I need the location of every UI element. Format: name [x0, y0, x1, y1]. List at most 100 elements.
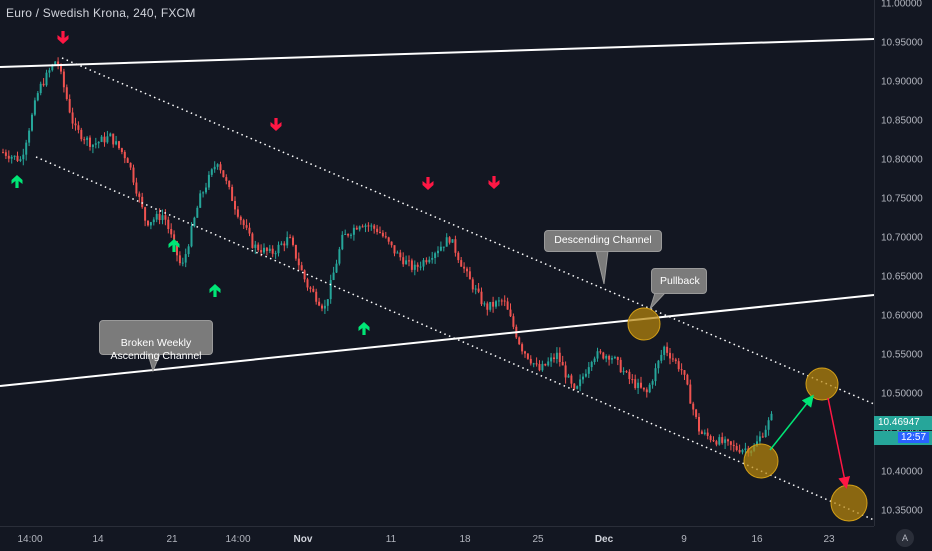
highlight-circles — [627, 307, 868, 522]
candle-body — [640, 382, 642, 388]
candle-body — [251, 233, 254, 248]
candle-body — [135, 182, 138, 194]
candle-body — [553, 357, 555, 360]
candle-body — [741, 450, 744, 453]
candle-body — [178, 255, 181, 264]
candle-body — [257, 244, 260, 251]
price-chart[interactable] — [0, 0, 874, 526]
price-tick: 10.35000 — [881, 505, 923, 517]
candle-body — [274, 253, 277, 255]
candle-body — [677, 361, 680, 370]
candle-body — [2, 152, 4, 154]
candle-body — [547, 361, 550, 366]
candle-body — [358, 226, 361, 230]
descending-channel-lower — [35, 156, 874, 521]
highlight-circle — [830, 484, 868, 522]
candle-body — [33, 100, 36, 115]
candle-body — [323, 305, 326, 309]
candle-body — [4, 152, 7, 156]
candle-body — [500, 300, 503, 302]
candle-body — [367, 225, 370, 227]
candle-body — [564, 365, 567, 378]
candle-body — [419, 266, 422, 268]
candle-body — [387, 237, 390, 242]
candle-body — [587, 367, 590, 374]
candle-body — [39, 83, 42, 94]
candle-body — [292, 237, 294, 245]
candle-body — [625, 371, 628, 373]
bar-countdown-value: 12:57 — [898, 432, 930, 443]
candle-body — [555, 352, 558, 360]
candle-body — [477, 288, 480, 292]
candle-body — [106, 136, 109, 143]
price-axis[interactable]: 11.00000 10.95000 10.90000 10.85000 10.80000… — [874, 0, 932, 526]
candle-body — [642, 387, 645, 390]
candle-body — [115, 141, 118, 145]
candle-body — [463, 266, 466, 269]
candle-body — [770, 413, 773, 421]
candle-body — [712, 440, 715, 442]
time-axis[interactable]: 14:00 14 21 14:00 Nov 11 18 25 Dec 9 16 23 — [0, 526, 874, 551]
candle-body — [222, 170, 225, 178]
candle-body — [138, 193, 141, 197]
candle-body — [451, 239, 454, 243]
candle-body — [315, 291, 318, 302]
candle-body — [25, 142, 28, 155]
candle-body — [729, 441, 732, 445]
candle-body — [402, 257, 405, 265]
candle-body — [448, 237, 451, 243]
price-tick: 10.70000 — [881, 232, 923, 244]
price-tick: 10.75000 — [881, 193, 923, 205]
candle-body — [390, 241, 393, 246]
candle-body — [582, 376, 584, 380]
candle-body — [94, 143, 97, 145]
candle-body — [16, 155, 19, 162]
broken-channel-callout[interactable]: Broken Weekly Ascending Channel — [99, 320, 213, 362]
candle-body — [248, 227, 251, 234]
candle-body — [167, 219, 170, 229]
candle-body — [344, 234, 347, 236]
candle-body — [608, 355, 611, 360]
descending-channel-callout[interactable]: Descending Channel — [544, 230, 662, 252]
candle-body — [584, 373, 587, 377]
candle-body — [283, 243, 286, 246]
candle-body — [474, 288, 477, 290]
candle-body — [718, 437, 721, 445]
candle-body — [60, 65, 62, 72]
candle-body — [303, 270, 306, 280]
candle-body — [489, 301, 492, 310]
candle-body — [74, 123, 77, 126]
candle-body — [147, 220, 149, 226]
candle-body — [91, 144, 94, 147]
down-arrow-icon — [488, 176, 500, 189]
last-price-badge: 10.46947 — [874, 416, 932, 430]
candle-body — [120, 148, 123, 152]
auto-scale-button[interactable]: A — [896, 529, 914, 547]
candle-body — [686, 374, 689, 385]
candle-body — [181, 262, 184, 264]
pullback-callout[interactable]: Pullback — [651, 268, 707, 294]
candle-body — [19, 159, 22, 162]
candle-body — [657, 360, 660, 369]
candle-body — [732, 444, 735, 447]
candle-body — [57, 61, 60, 66]
candle-series — [2, 57, 773, 457]
candle-body — [89, 137, 91, 147]
candle-body — [486, 303, 489, 310]
candle-body — [236, 209, 239, 217]
candle-body — [51, 64, 54, 71]
candle-body — [268, 248, 271, 251]
candle-body — [231, 186, 234, 201]
candle-body — [228, 180, 231, 187]
projection-arrows — [769, 394, 851, 489]
candle-body — [680, 369, 683, 371]
candle-body — [62, 71, 65, 88]
candle-body — [370, 225, 373, 227]
candle-body — [205, 187, 207, 193]
candle-body — [509, 309, 512, 317]
candle-body — [379, 231, 381, 233]
candle-body — [756, 441, 758, 447]
candle-body — [683, 370, 686, 375]
candle-body — [10, 156, 13, 159]
